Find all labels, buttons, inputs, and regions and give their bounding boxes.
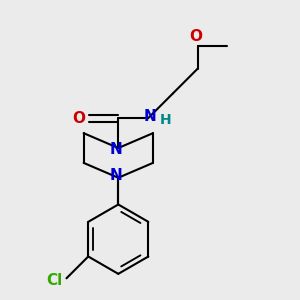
Text: N: N xyxy=(110,168,123,183)
Text: O: O xyxy=(189,28,202,44)
Text: N: N xyxy=(110,142,123,158)
Text: N: N xyxy=(144,109,156,124)
Text: O: O xyxy=(72,111,85,126)
Text: H: H xyxy=(160,113,172,127)
Text: Cl: Cl xyxy=(46,273,63,288)
